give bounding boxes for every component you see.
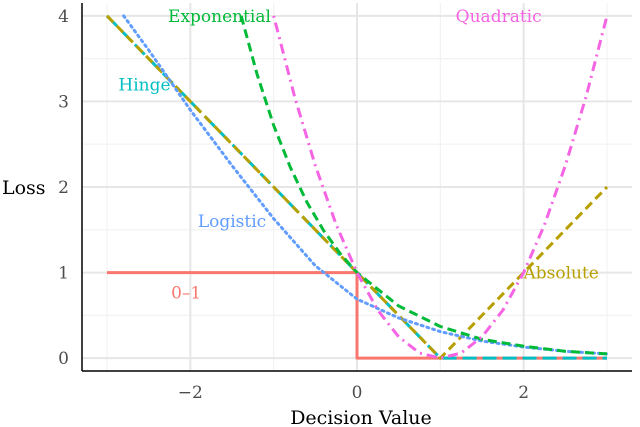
series-label-0-1: 0–1 (171, 283, 201, 303)
series-line-exponential (239, 15, 608, 356)
x-tick-label: 0 (352, 383, 363, 403)
y-tick-label: 4 (58, 7, 69, 27)
y-tick-label: 0 (58, 349, 69, 369)
series-label-quadratic: Quadratic (456, 7, 542, 27)
axes: −2 0 2 0 1 2 3 4 (58, 3, 632, 403)
x-axis-title: Decision Value (290, 407, 432, 427)
y-tick-label: 1 (58, 264, 69, 284)
series-label-hinge: Hinge (118, 75, 170, 95)
series-label-absolute: Absolute (522, 264, 598, 284)
y-axis-title: Loss (2, 177, 46, 199)
y-tick-label: 3 (58, 92, 69, 112)
x-tick-label: −2 (178, 383, 203, 403)
series-line-hinge (105, 14, 607, 360)
series-label-logistic: Logistic (198, 212, 266, 232)
series-line-0-1 (107, 271, 607, 360)
series-lines (105, 14, 609, 360)
y-tick-label: 2 (58, 178, 69, 198)
series-labels: Exponential Quadratic Hinge Logistic 0–1 Abso… (118, 7, 598, 303)
x-tick-label: 2 (518, 383, 529, 403)
series-label-exponential: Exponential (168, 7, 271, 27)
